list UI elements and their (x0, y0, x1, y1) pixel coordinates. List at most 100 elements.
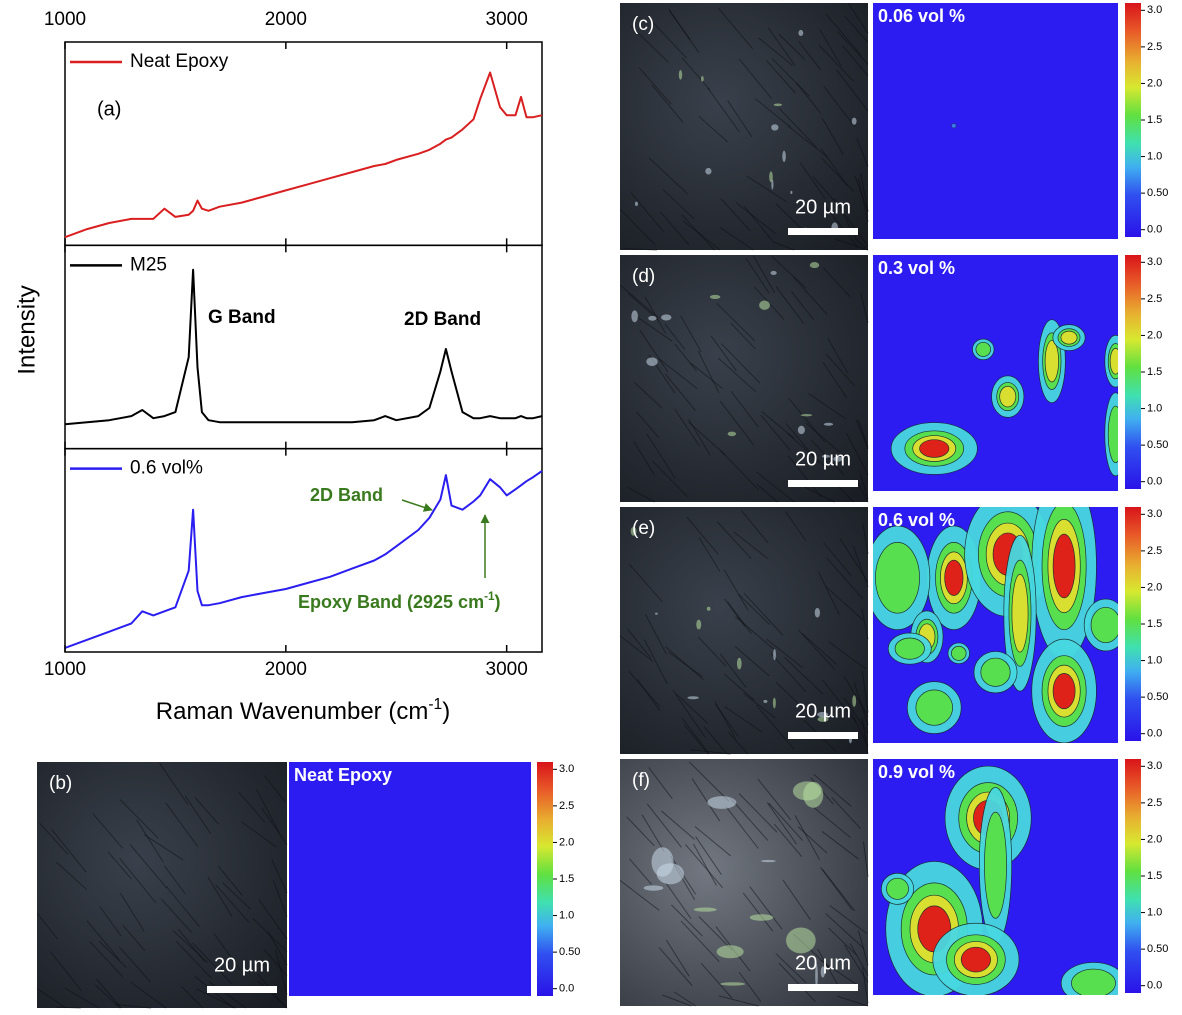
plot-frame (65, 245, 542, 448)
heat-map (873, 3, 1118, 239)
panel-label: (e) (632, 518, 655, 539)
heat-spot (1000, 386, 1016, 407)
scale-bar (788, 732, 858, 739)
colorbar-tick-label: 0.0 (1147, 980, 1162, 992)
x-tick-label: 1000 (44, 659, 86, 680)
scale-bar-label: 20 µm (214, 954, 270, 976)
colorbar-tick-label: 2.0 (1147, 581, 1162, 593)
colorbar-tick-label: 3.0 (1147, 256, 1162, 268)
colorbar-tick-label: 3.0 (1147, 508, 1162, 520)
figure: Neat EpoxyM250.6 vol%1000100020002000300… (0, 0, 1182, 1010)
colorbar-tick-label: 1.5 (1147, 114, 1162, 126)
spectrum-line (65, 270, 542, 425)
heat-spot (1053, 673, 1075, 708)
micrograph-speck (707, 796, 736, 809)
heat-spot (916, 690, 953, 725)
colorbar-tick-label: 0.50 (1147, 691, 1168, 703)
scale-bar (788, 228, 858, 235)
micrograph-speck (774, 104, 782, 107)
page: Neat EpoxyM250.6 vol%1000100020002000300… (0, 0, 1182, 1010)
colorbar-tick-label: 1.5 (1147, 618, 1162, 630)
colorbar (1125, 255, 1141, 489)
micrograph-speck (737, 658, 742, 670)
micrograph-speck (763, 700, 767, 703)
micrograph-speck (750, 914, 774, 921)
micrograph-speck (657, 863, 684, 884)
annotation: G Band (208, 307, 276, 328)
annotation: Epoxy Band (2925 cm-1) (298, 590, 500, 612)
colorbar-tick-label: 2.0 (559, 836, 574, 848)
micrograph-speck (661, 314, 671, 320)
x-tick-label: 2000 (265, 9, 307, 30)
colorbar-tick-label: 2.0 (1147, 833, 1162, 845)
scale-bar (207, 986, 277, 993)
micrograph-speck (790, 191, 792, 194)
arrow (402, 500, 432, 510)
scale-bar-label: 20 µm (795, 952, 851, 974)
micrograph-speck (696, 620, 701, 630)
micrograph-speck (759, 301, 770, 310)
micrograph-speck (769, 171, 773, 182)
heat-spot (920, 440, 949, 458)
heat-spot (981, 658, 1010, 686)
colorbar (537, 762, 553, 996)
micrograph-speck (694, 908, 717, 912)
colorbar-tick-label: 1.5 (559, 873, 574, 885)
colorbar-tick-label: 0.50 (1147, 943, 1168, 955)
x-axis-label: Raman Wavenumber (cm-1) (156, 696, 450, 726)
annotation: 2D Band (310, 485, 383, 505)
micrograph-speck (801, 414, 813, 416)
colorbar-tick-label: 2.5 (1147, 41, 1162, 53)
micrograph-speck (631, 310, 638, 322)
micrograph-speck (798, 30, 803, 36)
colorbar-tick-label: 0.0 (559, 983, 574, 995)
map-title: 0.3 vol % (878, 258, 955, 278)
colorbar-tick-label: 1.0 (1147, 150, 1162, 162)
colorbar-tick-label: 1.0 (1147, 402, 1162, 414)
colorbar-tick-label: 3.0 (559, 763, 574, 775)
heat-spot (1061, 331, 1077, 344)
map-title: Neat Epoxy (294, 765, 392, 785)
heat-spot (1053, 534, 1075, 598)
colorbar-tick-label: 0.0 (1147, 224, 1162, 236)
micrograph-speck (824, 423, 833, 426)
micrograph-speck (815, 608, 820, 618)
heat-spot (984, 812, 1006, 918)
plot-frame (65, 449, 542, 652)
colorbar (1125, 3, 1141, 237)
colorbar-tick-label: 0.50 (1147, 439, 1168, 451)
annotation-part: Epoxy Band (2925 cm (298, 592, 484, 612)
micrograph-speck (707, 607, 711, 611)
heat-spot (895, 638, 924, 659)
micrograph-speck (771, 124, 778, 130)
heat-spot (875, 542, 919, 613)
heat-spot (1071, 969, 1115, 997)
panel-label: (f) (632, 770, 650, 791)
colorbar-tick-label: 0.50 (559, 946, 580, 958)
annotation: (a) (97, 98, 121, 120)
micrograph-speck (710, 295, 721, 299)
micrograph-speck (648, 316, 656, 321)
x-axis-label-part: -1 (428, 696, 442, 713)
colorbar-tick-label: 1.5 (1147, 870, 1162, 882)
micrograph-speck (679, 70, 682, 80)
heat-spot (1045, 340, 1058, 382)
micrograph-speck (798, 426, 805, 434)
y-axis-label: Intensity (13, 285, 40, 374)
micrograph-speck (687, 696, 698, 699)
heat-spot (1110, 348, 1121, 374)
colorbar-tick-label: 2.0 (1147, 329, 1162, 341)
x-axis-label-part: ) (442, 698, 450, 725)
map-title: 0.6 vol % (878, 510, 955, 530)
panel-label: (d) (632, 266, 655, 287)
colorbar-tick-label: 3.0 (1147, 760, 1162, 772)
colorbar-tick-label: 1.0 (559, 909, 574, 921)
micrograph-speck (655, 613, 658, 615)
micrograph-speck (635, 202, 638, 206)
colorbar (1125, 759, 1141, 993)
heat-spot (1091, 607, 1120, 642)
scale-bar (788, 480, 858, 487)
heat-spot (961, 947, 990, 972)
colorbar-tick-label: 2.5 (1147, 797, 1162, 809)
micrograph-speck (705, 168, 711, 175)
